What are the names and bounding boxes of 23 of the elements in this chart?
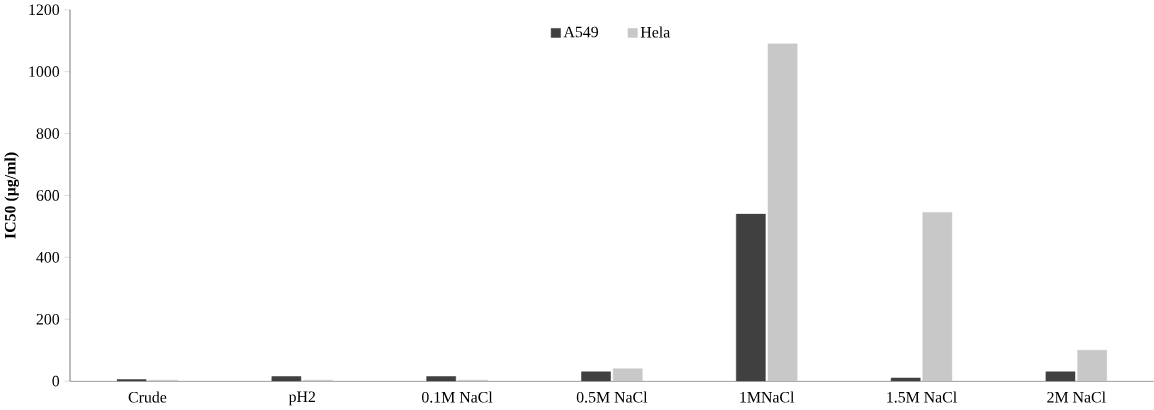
y-axis-title: IC50 (µg/ml) [4,152,19,239]
x-tick-label: 2M NaCl [1047,391,1106,403]
x-tick-label: pH2 [288,391,316,406]
legend-label: A549 [563,26,599,38]
y-tick-label: 800 [36,128,60,140]
y-tick-label: 600 [36,190,60,201]
bar [1045,371,1076,382]
bar [736,213,766,382]
x-tick-label: 0.1M NaCl [421,391,493,403]
bar [271,376,302,382]
bar [890,377,921,382]
bar [426,376,457,382]
y-tick-label: 0 [52,375,60,387]
x-tick-label: 1MNaCl [740,391,795,403]
x-tick-label: 1.5M NaCl [887,391,957,403]
x-tick-label: Crude [128,391,167,403]
y-tick-label: 1000 [29,66,60,78]
y-tick-label: 200 [36,314,60,325]
x-tick-label: 0.5M NaCl [576,391,648,403]
y-tick-label: 1200 [29,4,60,16]
y-tick-label: 400 [36,252,60,263]
bar [581,371,611,382]
legend-label: Hela [640,26,671,38]
